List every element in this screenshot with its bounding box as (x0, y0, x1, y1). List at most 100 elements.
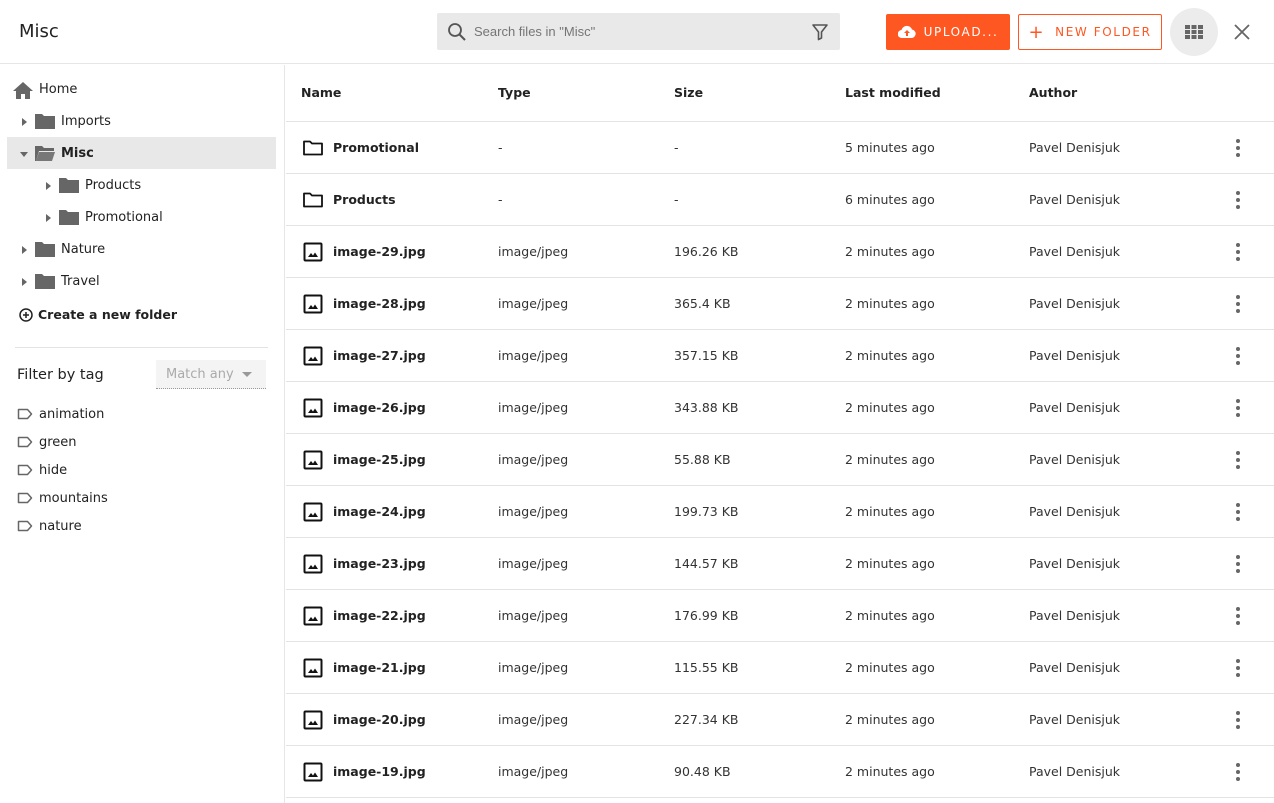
more-options-button[interactable] (1231, 656, 1245, 680)
tag-mountains[interactable]: mountains (17, 488, 108, 508)
cell-name[interactable]: image-23.jpg (333, 556, 426, 571)
tree-item-nature[interactable]: Nature (7, 233, 276, 265)
tag-nature[interactable]: nature (17, 516, 82, 536)
column-header-size[interactable]: Size (674, 85, 704, 100)
dot (1236, 406, 1240, 410)
tree-item-promotional[interactable]: Promotional (7, 201, 276, 233)
tree-item-imports[interactable]: Imports (7, 105, 276, 137)
more-options-button[interactable] (1231, 240, 1245, 264)
cell-name[interactable]: image-20.jpg (333, 712, 426, 727)
table-row[interactable]: Promotional - - 5 minutes ago Pavel Denisjuk (286, 122, 1274, 174)
more-options-button[interactable] (1231, 604, 1245, 628)
cell-modified: 5 minutes ago (845, 140, 935, 155)
tree-item-travel[interactable]: Travel (7, 265, 276, 297)
more-options-button[interactable] (1231, 188, 1245, 212)
match-select-value: Match any (166, 366, 234, 382)
column-header-author[interactable]: Author (1029, 85, 1078, 100)
cell-author: Pavel Denisjuk (1029, 296, 1121, 311)
cell-size: 144.57 KB (674, 556, 739, 571)
cell-size: 199.73 KB (674, 504, 739, 519)
table-row[interactable]: image-20.jpg image/jpeg 227.34 KB 2 minutes… (286, 694, 1274, 746)
match-select[interactable]: Match any (156, 360, 266, 389)
table-row[interactable]: image-26.jpg image/jpeg 343.88 KB 2 minutes… (286, 382, 1274, 434)
tag-animation[interactable]: animation (17, 404, 104, 424)
more-options-button[interactable] (1231, 136, 1245, 160)
folder-icon (35, 273, 55, 289)
tag-label: hide (39, 462, 68, 478)
caret-right-icon[interactable] (43, 180, 53, 190)
cell-type: image/jpeg (498, 244, 569, 259)
table-row[interactable]: image-25.jpg image/jpeg 55.88 KB 2 minutes … (286, 434, 1274, 486)
dot (1236, 770, 1240, 774)
more-options-button[interactable] (1231, 344, 1245, 368)
cell-name[interactable]: image-19.jpg (333, 764, 426, 779)
file-table: Name Type Size Last modified Author Promotio… (286, 65, 1274, 803)
table-row[interactable]: image-24.jpg image/jpeg 199.73 KB 2 minutes… (286, 486, 1274, 538)
more-options-button[interactable] (1231, 396, 1245, 420)
table-row[interactable]: image-29.jpg image/jpeg 196.26 KB 2 minutes… (286, 226, 1274, 278)
cell-author: Pavel Denisjuk (1029, 504, 1121, 519)
tag-label: nature (39, 518, 82, 534)
grid-view-button[interactable] (1170, 8, 1218, 56)
cell-name[interactable]: image-28.jpg (333, 296, 426, 311)
dot (1236, 153, 1240, 157)
cell-name[interactable]: Promotional (333, 140, 419, 155)
table-row[interactable]: image-28.jpg image/jpeg 365.4 KB 2 minutes … (286, 278, 1274, 330)
caret-right-icon[interactable] (19, 116, 29, 126)
tag-green[interactable]: green (17, 432, 77, 452)
new-folder-button[interactable]: + NEW FOLDER (1018, 14, 1162, 50)
more-vert-icon (1236, 451, 1240, 455)
upload-button[interactable]: UPLOAD... (886, 14, 1010, 50)
table-row[interactable]: image-27.jpg image/jpeg 357.15 KB 2 minutes… (286, 330, 1274, 382)
column-header-name[interactable]: Name (301, 85, 342, 100)
more-options-button[interactable] (1231, 448, 1245, 472)
tree-item-home[interactable]: Home (7, 73, 276, 105)
tree-item-label: Nature (61, 241, 106, 257)
cell-name[interactable]: image-25.jpg (333, 452, 426, 467)
cell-name[interactable]: Products (333, 192, 396, 207)
tree-item-label: Products (85, 177, 142, 193)
cell-name[interactable]: image-24.jpg (333, 504, 426, 519)
tag-icon (17, 436, 33, 448)
search-icon (448, 23, 466, 41)
tree-item-label: Promotional (85, 209, 163, 225)
column-header-modified[interactable]: Last modified (845, 85, 941, 100)
more-options-button[interactable] (1231, 500, 1245, 524)
more-options-button[interactable] (1231, 292, 1245, 316)
more-vert-icon (1236, 659, 1240, 663)
dot (1236, 205, 1240, 209)
caret-right-icon[interactable] (19, 244, 29, 254)
cell-name[interactable]: image-29.jpg (333, 244, 426, 259)
search-bar (437, 13, 840, 50)
tree-item-misc[interactable]: Misc (7, 137, 276, 169)
table-row[interactable]: image-23.jpg image/jpeg 144.57 KB 2 minutes… (286, 538, 1274, 590)
filter-icon[interactable] (811, 23, 829, 41)
more-options-button[interactable] (1231, 708, 1245, 732)
more-vert-icon (1236, 295, 1240, 299)
table-row[interactable]: image-21.jpg image/jpeg 115.55 KB 2 minutes… (286, 642, 1274, 694)
search-input[interactable] (474, 13, 794, 50)
close-button[interactable] (1230, 20, 1254, 44)
more-vert-icon (1236, 347, 1240, 351)
cell-name[interactable]: image-22.jpg (333, 608, 426, 623)
cell-name[interactable]: image-21.jpg (333, 660, 426, 675)
tree-item-products[interactable]: Products (7, 169, 276, 201)
cell-name[interactable]: image-27.jpg (333, 348, 426, 363)
tag-hide[interactable]: hide (17, 460, 67, 480)
more-options-button[interactable] (1231, 552, 1245, 576)
column-header-type[interactable]: Type (498, 85, 531, 100)
cell-name[interactable]: image-26.jpg (333, 400, 426, 415)
table-row[interactable]: image-22.jpg image/jpeg 176.99 KB 2 minutes… (286, 590, 1274, 642)
cell-type: image/jpeg (498, 504, 569, 519)
create-folder-link[interactable]: Create a new folder (19, 307, 177, 322)
more-options-button[interactable] (1231, 760, 1245, 784)
table-row[interactable]: image-19.jpg image/jpeg 90.48 KB 2 minutes … (286, 746, 1274, 798)
tag-label: animation (39, 406, 105, 422)
table-row[interactable]: Products - - 6 minutes ago Pavel Denisjuk (286, 174, 1274, 226)
caret-right-icon[interactable] (19, 276, 29, 286)
caret-right-icon[interactable] (43, 212, 53, 222)
cell-size: 227.34 KB (674, 712, 739, 727)
cell-size: 343.88 KB (674, 400, 739, 415)
folder-open-icon (35, 145, 55, 161)
caret-down-icon[interactable] (19, 148, 29, 158)
